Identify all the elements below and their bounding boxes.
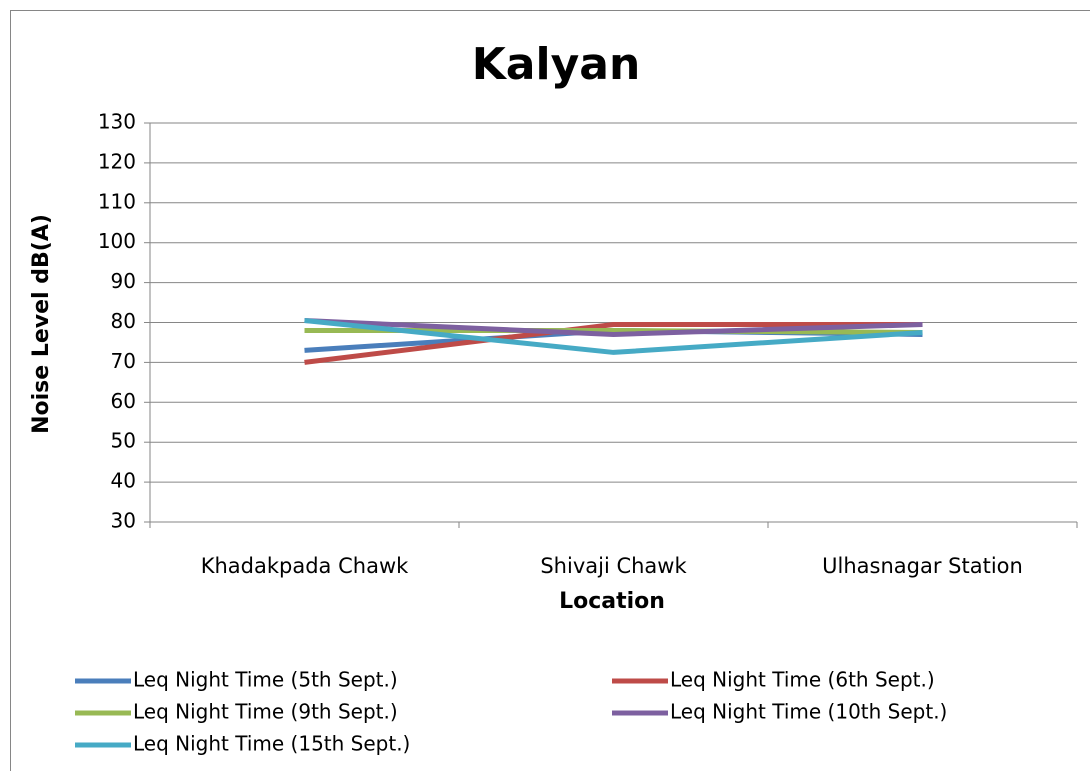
x-tick-label: Khadakpada Chawk [201, 554, 409, 578]
y-tick-label: 30 [111, 509, 136, 533]
y-tick-label: 60 [111, 389, 136, 413]
chart-title: Kalyan [472, 39, 641, 90]
y-tick-label: 90 [111, 269, 136, 293]
legend-label: Leq Night Time (6th Sept.) [670, 668, 935, 692]
y-tick-label: 120 [98, 149, 136, 173]
y-tick-label: 130 [98, 110, 136, 134]
x-tick-label: Shivaji Chawk [540, 554, 687, 578]
legend-label: Leq Night Time (5th Sept.) [133, 668, 398, 692]
series-line [304, 321, 923, 365]
legend-label: Leq Night Time (10th Sept.) [670, 700, 947, 724]
series-line [304, 318, 923, 337]
x-tick-label: Ulhasnagar Station [822, 554, 1023, 578]
legend-label: Leq Night Time (15th Sept.) [133, 732, 410, 756]
y-tick-label: 50 [111, 429, 136, 453]
y-axis-label: Noise Level dB(A) [29, 214, 54, 434]
y-tick-label: 100 [98, 229, 136, 253]
y-tick-label: 110 [98, 189, 136, 213]
series-line [304, 318, 923, 355]
y-tick-label: 70 [111, 349, 136, 373]
y-tick-label: 40 [111, 469, 136, 493]
x-axis-label: Location [559, 589, 665, 614]
legend-label: Leq Night Time (9th Sept.) [133, 700, 398, 724]
y-tick-label: 80 [111, 309, 136, 333]
chart-frame [10, 10, 1090, 771]
